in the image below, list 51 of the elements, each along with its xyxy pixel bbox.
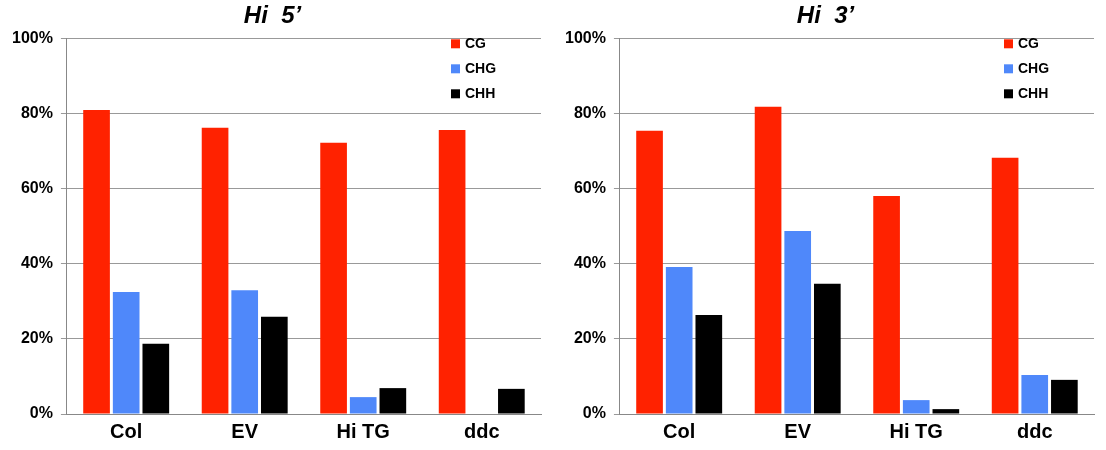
bar <box>1021 374 1049 414</box>
bar <box>349 397 377 414</box>
x-tick-label: Hi TG <box>889 419 943 442</box>
bar <box>498 388 525 414</box>
x-tick-label: ddc <box>1016 419 1053 442</box>
y-tick-label: 60% <box>573 179 606 197</box>
y-tick-label: 40% <box>573 254 606 272</box>
bar <box>873 196 900 414</box>
bar <box>438 129 466 414</box>
legend-label: CHG <box>1018 60 1050 77</box>
x-tick-label: Hi TG <box>336 419 390 442</box>
bar <box>754 106 782 414</box>
x-tick-label: EV <box>784 419 812 442</box>
bar <box>261 316 288 414</box>
legend-label: CG <box>465 35 487 52</box>
y-tick-label: 40% <box>20 254 53 272</box>
bar <box>991 157 1019 414</box>
bar <box>379 388 407 414</box>
chart-title: Hi 3’ <box>796 1 855 29</box>
y-tick-label: 80% <box>20 104 53 122</box>
bar <box>636 130 663 414</box>
chart-title: Hi 5’ <box>243 1 302 29</box>
bar <box>201 127 229 414</box>
y-tick-label: 100% <box>12 29 53 47</box>
bar <box>320 142 347 414</box>
bar <box>814 283 841 414</box>
y-tick-label: 0% <box>582 404 606 422</box>
x-tick-label: EV <box>231 419 259 442</box>
y-tick-label: 80% <box>573 104 606 122</box>
bar <box>1051 379 1078 414</box>
bar <box>83 110 110 414</box>
bar <box>142 343 170 414</box>
bar <box>231 290 259 414</box>
y-tick-label: 100% <box>565 29 606 47</box>
legend-label: CHG <box>465 60 497 77</box>
bar <box>665 266 693 414</box>
x-tick-label: ddc <box>463 419 500 442</box>
bar <box>932 409 960 414</box>
y-tick-label: 20% <box>573 329 606 347</box>
bar <box>784 230 812 414</box>
y-tick-label: 20% <box>20 329 53 347</box>
y-tick-label: 60% <box>20 179 53 197</box>
x-tick-label: Col <box>110 419 143 442</box>
bar <box>112 292 140 414</box>
y-tick-label: 0% <box>29 404 53 422</box>
legend-label: CG <box>1018 35 1040 52</box>
bar <box>902 400 930 414</box>
x-tick-label: Col <box>663 419 696 442</box>
bar <box>695 314 723 414</box>
legend-label: CHH <box>465 85 496 102</box>
legend-label: CHH <box>1018 85 1049 102</box>
